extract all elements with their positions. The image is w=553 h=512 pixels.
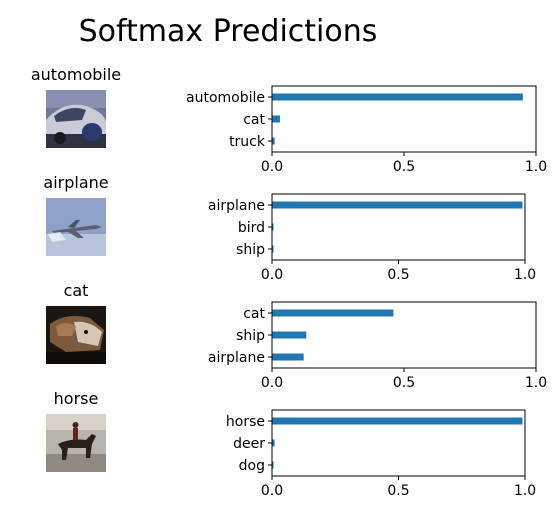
category-label: airplane (208, 198, 265, 214)
category-label: dog (239, 458, 265, 474)
category-label: truck (229, 134, 266, 150)
sample-label-cat: cat (63, 281, 89, 300)
bar-3-ship (272, 331, 307, 339)
bar-2-ship (272, 245, 274, 253)
bar-1-truck (272, 137, 275, 145)
xtick-label: 0.0 (261, 159, 283, 175)
category-label: cat (243, 306, 265, 322)
jet-photo-thumbnail (46, 198, 106, 256)
category-label: bird (238, 220, 265, 236)
category-label: horse (226, 414, 265, 430)
car-photo-thumbnail (46, 90, 106, 148)
xtick-label: 0.0 (261, 483, 283, 499)
category-label: airplane (208, 350, 265, 366)
xtick-label: 1.0 (525, 159, 547, 175)
bar-4-deer (272, 439, 275, 447)
bar-1-automobile (272, 93, 523, 101)
bar-3-cat (272, 309, 394, 317)
xtick-label: 0.5 (393, 375, 415, 391)
category-label: deer (233, 436, 265, 452)
xtick-label: 1.0 (525, 375, 547, 391)
category-label: ship (236, 328, 265, 344)
xtick-label: 1.0 (514, 483, 536, 499)
bar-1-cat (272, 115, 280, 123)
bar-3-airplane (272, 353, 304, 361)
xtick-label: 0.0 (261, 375, 283, 391)
category-label: cat (243, 112, 265, 128)
category-label: automobile (186, 90, 265, 106)
horse-rider-photo-thumbnail (46, 414, 106, 472)
xtick-label: 0.5 (393, 159, 415, 175)
sample-label-airplane: airplane (43, 173, 109, 192)
xtick-label: 0.5 (387, 267, 409, 283)
bar-2-airplane (272, 201, 523, 209)
category-label: ship (236, 242, 265, 258)
sample-label-horse: horse (53, 389, 99, 408)
figure-title: Softmax Predictions (78, 14, 378, 49)
bar-4-horse (272, 417, 523, 425)
bar-2-bird (272, 223, 274, 231)
xtick-label: 1.0 (514, 267, 536, 283)
xtick-label: 0.0 (261, 267, 283, 283)
bar-4-dog (272, 461, 274, 469)
xtick-label: 0.5 (387, 483, 409, 499)
sample-label-automobile: automobile (30, 65, 122, 84)
cat-photo-thumbnail (46, 306, 106, 364)
